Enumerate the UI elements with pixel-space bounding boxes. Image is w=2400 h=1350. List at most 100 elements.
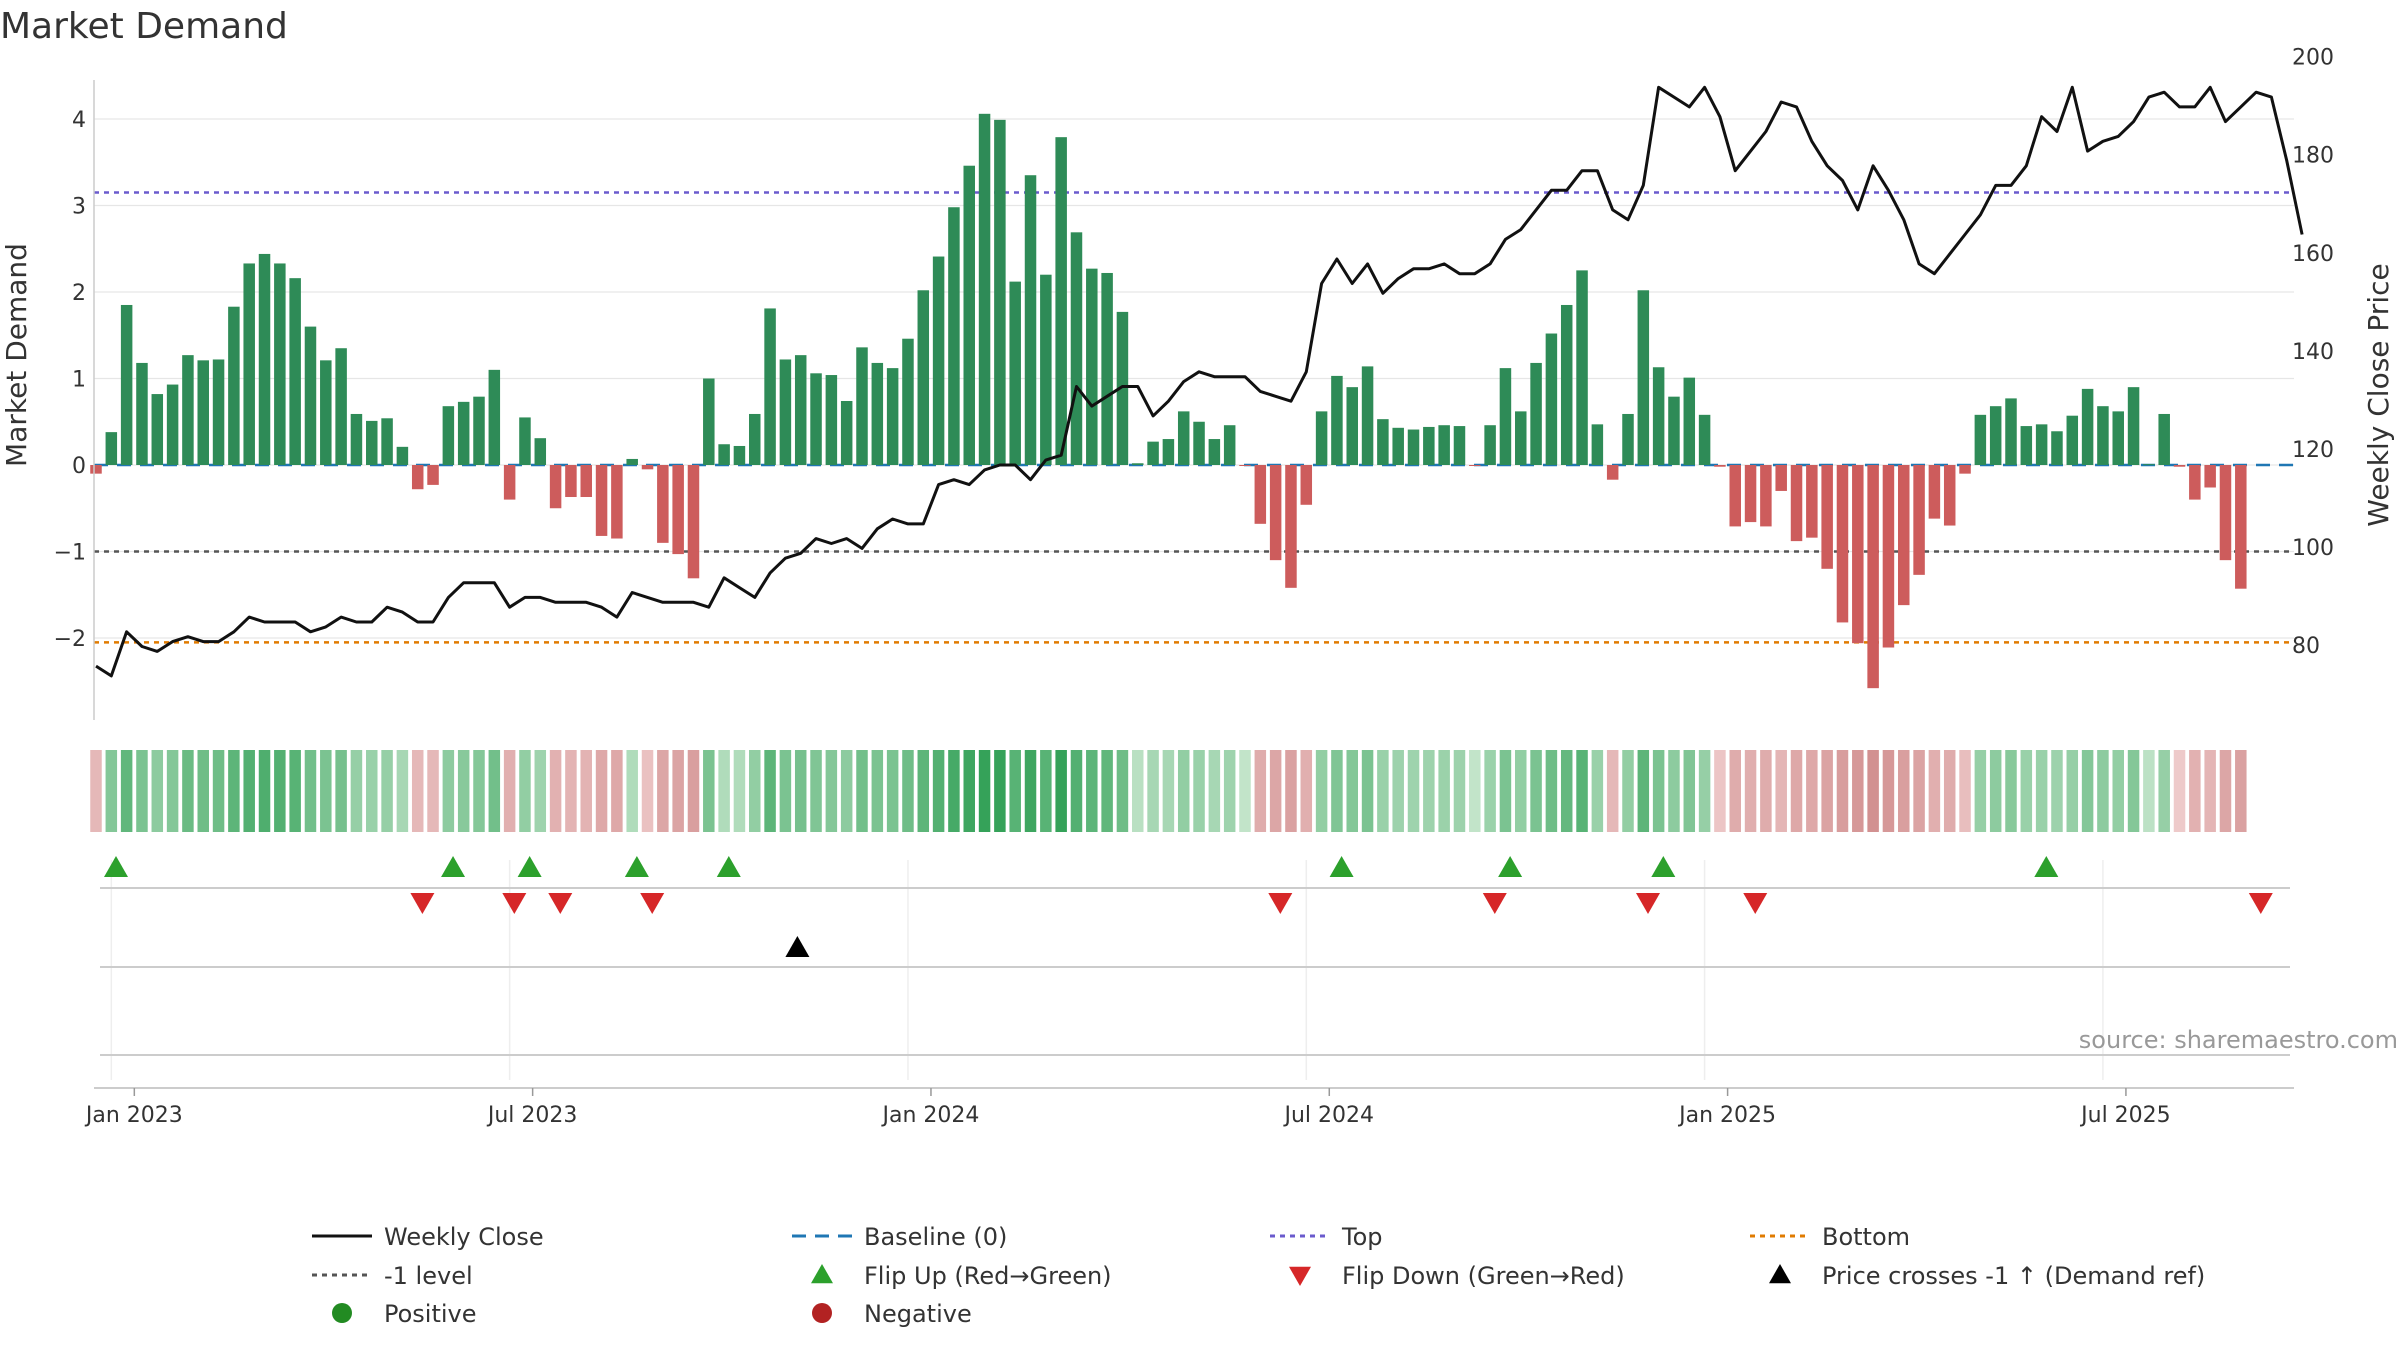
y2-tick-label: 180 (2292, 144, 2334, 169)
demand-bar (1254, 465, 1267, 524)
demand-bar (2097, 406, 2109, 465)
heat-cell (166, 750, 179, 832)
heat-cell (1438, 750, 1450, 832)
demand-bar (1162, 439, 1175, 465)
demand-bar (258, 253, 271, 465)
demand-bar (1423, 426, 1435, 465)
demand-bar (1285, 465, 1297, 588)
heat-cell (274, 750, 286, 832)
legend-swatch-positive (332, 1303, 352, 1323)
heat-cell (2204, 750, 2216, 832)
heat-cell (1867, 750, 1879, 832)
demand-bar (1101, 272, 1113, 465)
heat-cell (749, 750, 761, 832)
demand-bar (1959, 465, 1971, 474)
heat-cell (120, 750, 133, 832)
demand-bar (90, 465, 102, 474)
heat-cell (1744, 750, 1757, 832)
demand-bar (825, 375, 838, 465)
demand-bar (105, 432, 118, 465)
demand-bar (794, 355, 807, 465)
demand-bar (1269, 465, 1282, 561)
demand-bar (136, 362, 148, 465)
demand-bar (1943, 465, 1956, 526)
heat-cell (718, 750, 730, 832)
heat-cell (320, 750, 332, 832)
heat-strip (90, 750, 2247, 832)
legend: Weekly Close Baseline (0) Top Bottom -1 leve… (312, 1223, 2205, 1328)
chart-title: Market Demand (0, 6, 288, 47)
cross-up-marker (785, 936, 810, 957)
demand-bar (779, 359, 792, 465)
heat-cell (1882, 750, 1895, 832)
legend-item: Positive (332, 1300, 477, 1328)
heat-cell (1070, 750, 1083, 832)
heat-cell (794, 750, 807, 832)
heat-cell (902, 750, 914, 832)
y-axis-label: Market Demand (0, 243, 33, 467)
demand-bar (197, 360, 209, 465)
demand-bar (442, 406, 455, 465)
demand-bar (1438, 425, 1450, 465)
y2-tick-label: 120 (2292, 438, 2334, 463)
heat-cell (1484, 750, 1496, 832)
flip-down-marker (502, 893, 527, 914)
heat-cell (1208, 750, 1221, 832)
demand-bar (1086, 268, 1098, 465)
demand-bar (1208, 439, 1221, 465)
demand-bar (1867, 465, 1879, 689)
legend-label: Positive (384, 1300, 477, 1328)
heat-cell (473, 750, 485, 832)
demand-bar (549, 465, 562, 509)
heat-cell (1698, 750, 1711, 832)
heat-cell (427, 750, 439, 832)
heat-cell (611, 750, 623, 832)
demand-bar (1040, 274, 1052, 465)
heat-cell (565, 750, 577, 832)
demand-bar (1898, 465, 1910, 606)
heat-cell (258, 750, 271, 832)
demand-bar (672, 465, 684, 555)
demand-bar (764, 308, 776, 465)
heat-cell (90, 750, 102, 832)
heat-cell (1515, 750, 1527, 832)
heat-cell (488, 750, 501, 832)
demand-bar (2219, 465, 2232, 561)
flip-up-marker (716, 856, 741, 877)
heat-cell (779, 750, 792, 832)
heat-cell (534, 750, 547, 832)
legend-label: -1 level (384, 1262, 473, 1290)
heat-cell (381, 750, 393, 832)
demand-bar (657, 465, 669, 543)
heat-cell (2097, 750, 2109, 832)
heat-cell (1055, 750, 1067, 832)
heat-cell (1729, 750, 1741, 832)
heat-cell (366, 750, 378, 832)
heat-cell (1637, 750, 1650, 832)
demand-bar (1760, 465, 1772, 527)
demand-bar (182, 355, 194, 465)
heat-cell (2219, 750, 2232, 832)
heat-cell (657, 750, 669, 832)
y2-axis-label: Weekly Close Price (2362, 263, 2395, 526)
legend-swatch-cross-up (1769, 1264, 1791, 1284)
heat-cell (1576, 750, 1588, 832)
heat-cell (703, 750, 715, 832)
heat-cell (1407, 750, 1420, 832)
demand-bar (1729, 465, 1741, 527)
demand-bar (1070, 232, 1083, 465)
heat-cell (840, 750, 853, 832)
demand-bar (1545, 333, 1558, 465)
heat-cell (1392, 750, 1404, 832)
demand-bar (1836, 465, 1849, 623)
heat-cell (641, 750, 654, 832)
demand-bar (917, 290, 930, 465)
heat-cell (105, 750, 118, 832)
demand-bars (90, 113, 2247, 689)
demand-bar (1346, 387, 1358, 465)
demand-bar (1790, 465, 1803, 542)
heat-cell (978, 750, 991, 832)
legend-label: Bottom (1822, 1223, 1910, 1251)
heat-cell (672, 750, 684, 832)
grid-lines (94, 118, 2294, 1080)
